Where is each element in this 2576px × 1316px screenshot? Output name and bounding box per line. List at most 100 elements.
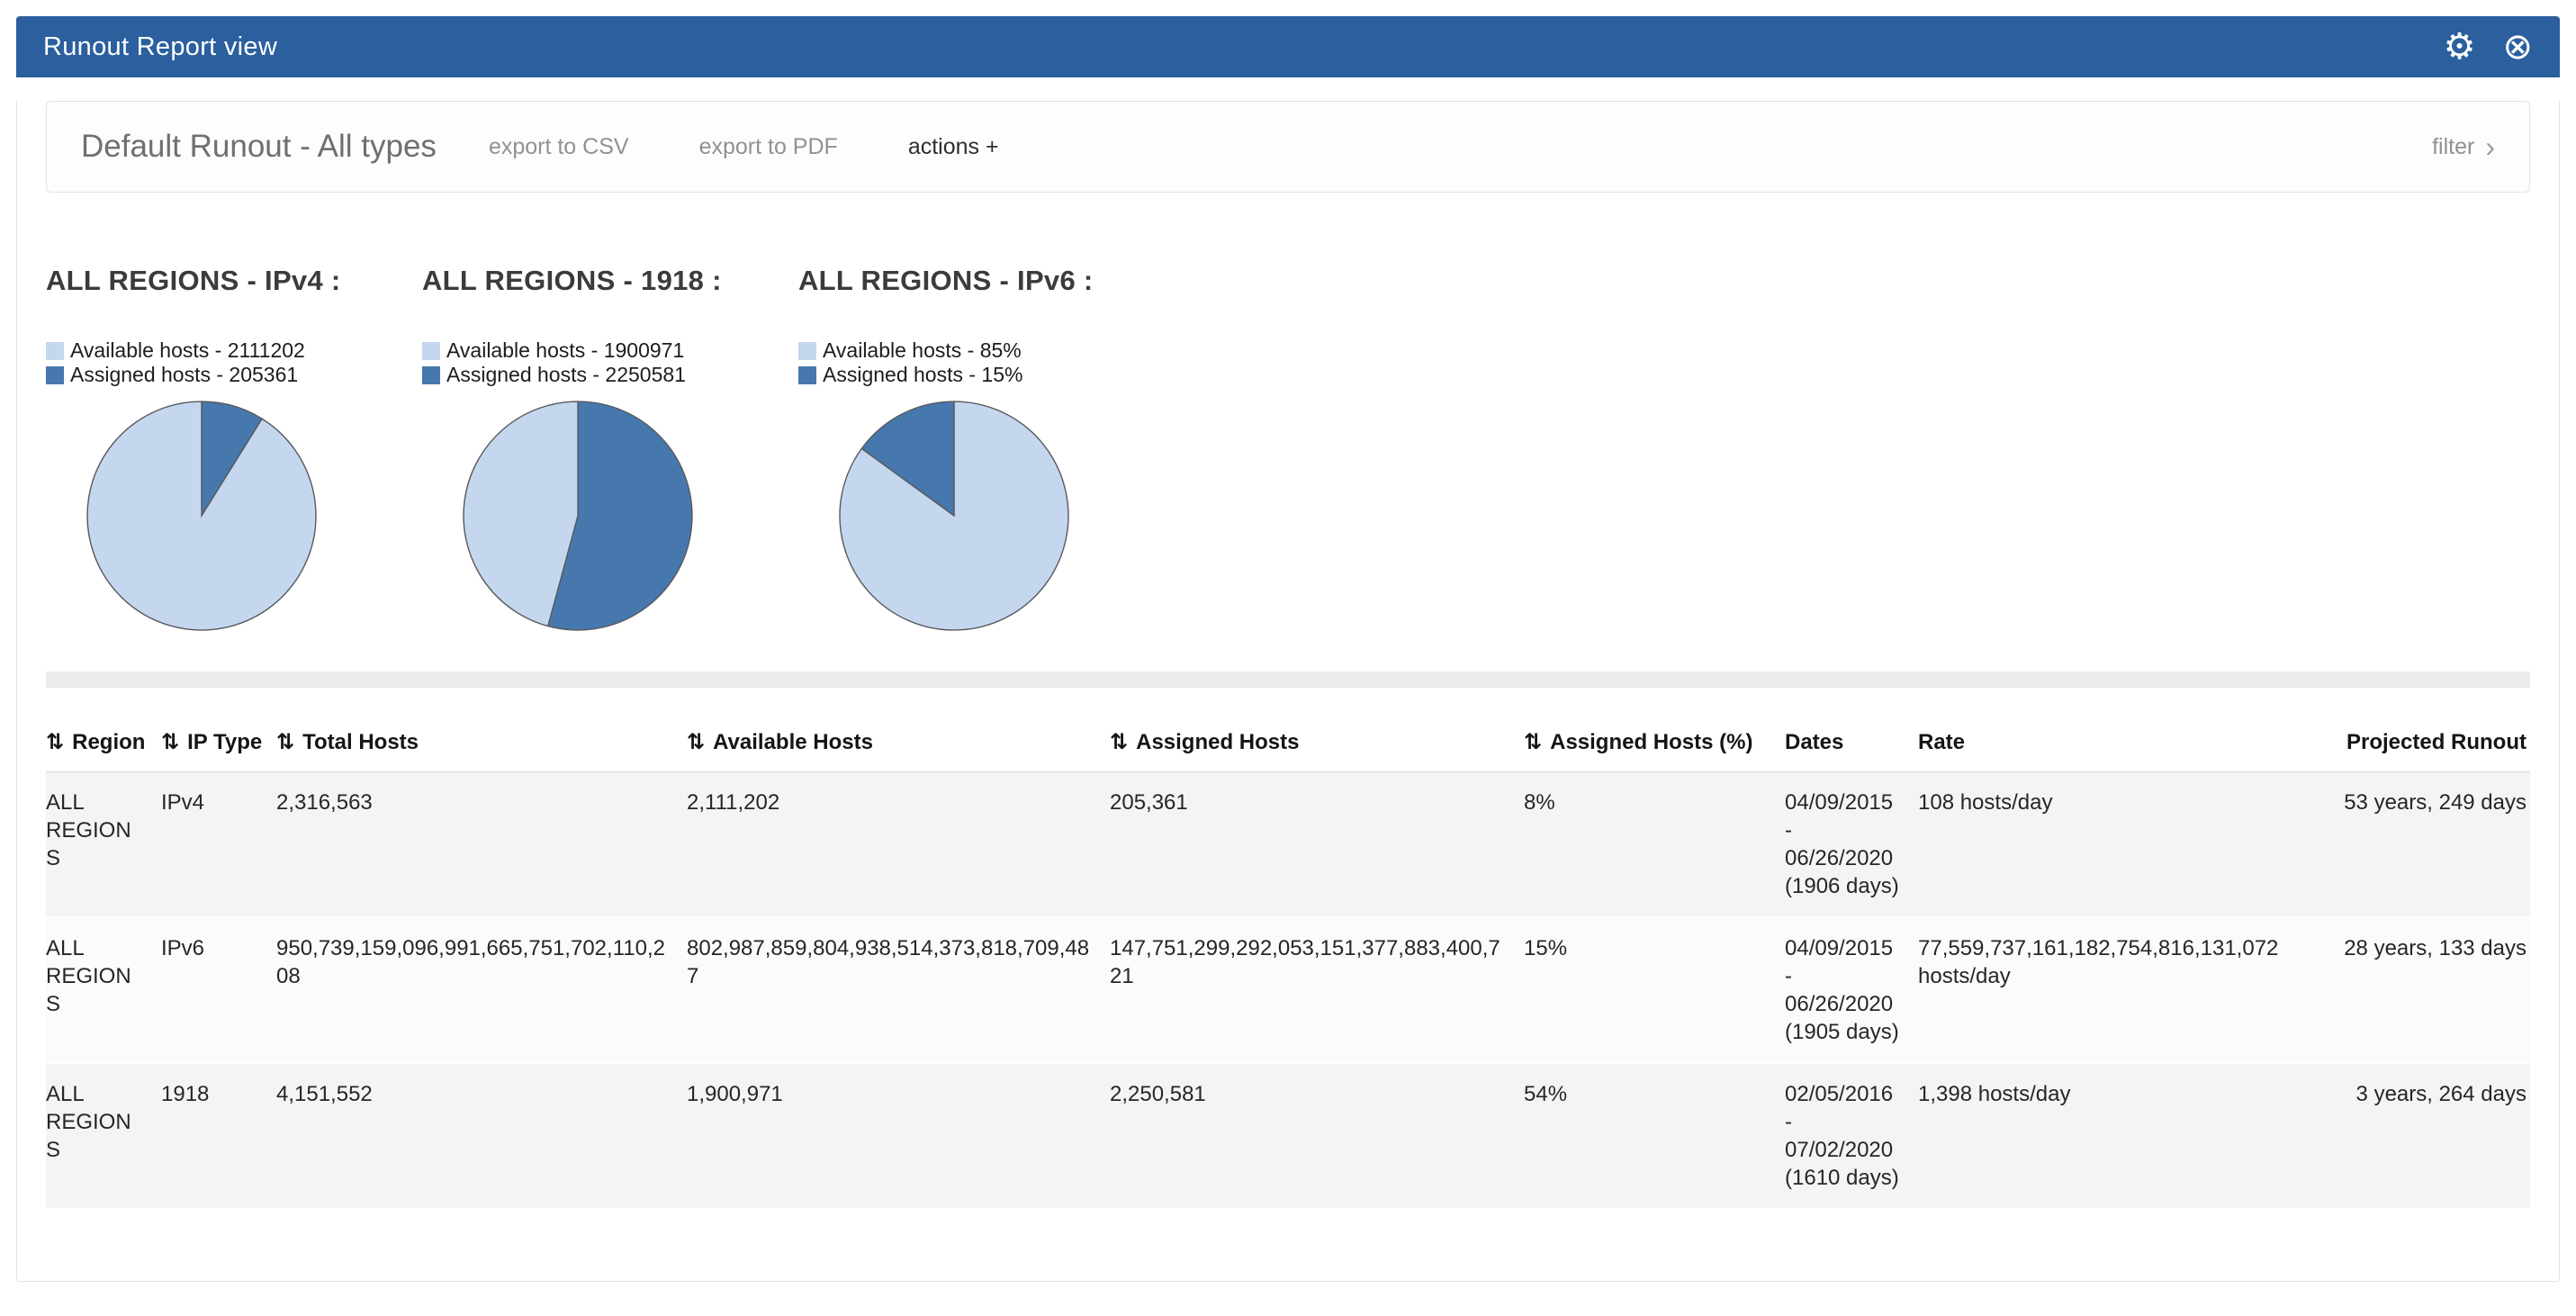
chart-title: ALL REGIONS - IPv4 : (46, 265, 341, 296)
column-label: Assigned Hosts (1136, 730, 1300, 754)
legend-item: Available hosts - 2111202 (46, 338, 422, 363)
column-header-dates: Dates (1785, 713, 1918, 772)
cell-assigned-hosts-pct: 15% (1524, 936, 1568, 960)
export-pdf-link[interactable]: export to PDF (698, 133, 838, 159)
actions-menu-button[interactable]: actions + (907, 133, 999, 159)
cell-available-hosts: 1,900,971 (687, 1082, 783, 1106)
report-name: Default Runout - All types (81, 129, 437, 164)
filter-button[interactable]: filter › (2432, 130, 2495, 163)
sort-icon[interactable]: ⇅ (1110, 729, 1129, 754)
chevron-right-icon: › (2485, 130, 2495, 163)
close-icon[interactable]: ⊗ (2502, 26, 2533, 68)
table-header-row: ⇅ Region ⇅ IP Type ⇅ Total Hosts ⇅ Available… (46, 713, 2530, 772)
sort-icon[interactable]: ⇅ (46, 729, 65, 754)
cell-total-hosts: 950,739,159,096,991,665,751,702,110,208 (276, 936, 665, 988)
cell-assigned-hosts: 2,250,581 (1110, 1082, 1206, 1106)
cell-projected-runout: 53 years, 249 days (2344, 790, 2526, 815)
cell-dates: 04/09/2015 - 06/26/2020 (1906 days) (1785, 790, 1899, 898)
legend-swatch-assigned (422, 365, 440, 384)
legend-swatch-assigned (798, 365, 816, 384)
pie-1918 (463, 401, 693, 631)
cell-projected-runout: 3 years, 264 days (2355, 1082, 2526, 1106)
legend-label: Available hosts - 2111202 (70, 338, 305, 362)
legend-swatch-available (46, 341, 64, 360)
legend-item: Available hosts - 85% (798, 338, 1175, 363)
legend-label: Available hosts - 85% (823, 338, 1022, 362)
cell-available-hosts: 2,111,202 (687, 790, 780, 815)
legend-label: Assigned hosts - 15% (823, 363, 1023, 386)
column-label: Dates (1785, 730, 1844, 754)
cell-available-hosts: 802,987,859,804,938,514,373,818,709,487 (687, 936, 1090, 988)
window-title: Runout Report view (43, 32, 278, 61)
legend-swatch-available (422, 341, 440, 360)
pie-chart-1918: ALL REGIONS - 1918 : Available hosts - 1… (422, 265, 798, 634)
legend-item: Available hosts - 1900971 (422, 338, 798, 363)
pie-ipv6 (839, 401, 1069, 631)
chart-title: ALL REGIONS - IPv6 : (798, 265, 1094, 296)
column-label: Rate (1918, 730, 1966, 754)
column-header-rate: Rate (1918, 713, 2314, 772)
cell-assigned-hosts-pct: 8% (1524, 790, 1555, 815)
pie-chart-ipv6: ALL REGIONS - IPv6 : Available hosts - 8… (798, 265, 1175, 634)
sort-icon[interactable]: ⇅ (276, 729, 295, 754)
column-label: Total Hosts (302, 730, 419, 754)
filter-label: filter (2432, 133, 2475, 159)
column-header-total-hosts[interactable]: ⇅ Total Hosts (276, 713, 687, 772)
legend-swatch-available (798, 341, 816, 360)
cell-region: ALL REGIONS (46, 936, 131, 1016)
column-header-assigned-hosts-pct[interactable]: ⇅ Assigned Hosts (%) (1524, 713, 1785, 772)
legend-label: Assigned hosts - 2250581 (446, 363, 686, 386)
column-header-assigned-hosts[interactable]: ⇅ Assigned Hosts (1110, 713, 1524, 772)
window-body: Default Runout - All types export to CSV… (16, 101, 2560, 1282)
sort-icon[interactable]: ⇅ (1524, 729, 1543, 754)
charts-table-divider (46, 672, 2530, 688)
chart-title: ALL REGIONS - 1918 : (422, 265, 722, 296)
cell-ip-type: 1918 (161, 1082, 210, 1106)
cell-rate: 108 hosts/day (1918, 790, 2053, 815)
cell-dates: 02/05/2016 - 07/02/2020 (1610 days) (1785, 1082, 1899, 1190)
column-label: Assigned Hosts (%) (1550, 730, 1753, 754)
cell-assigned-hosts: 205,361 (1110, 790, 1188, 815)
sort-icon[interactable]: ⇅ (687, 729, 706, 754)
column-header-projected-runout: Projected Runout (2314, 713, 2530, 772)
sort-icon[interactable]: ⇅ (161, 729, 180, 754)
cell-assigned-hosts: 147,751,299,292,053,151,377,883,400,721 (1110, 936, 1500, 988)
legend-label: Available hosts - 1900971 (446, 338, 685, 362)
cell-ip-type: IPv4 (161, 790, 205, 815)
table-row-ipv4: ALL REGIONS IPv4 2,316,563 2,111,202 205… (46, 771, 2530, 917)
pie-ipv4 (86, 401, 317, 631)
runout-report-window: Runout Report view ⚙ ⊗ Default Runout - … (16, 16, 2560, 1282)
cell-total-hosts: 4,151,552 (276, 1082, 373, 1106)
settings-gear-icon[interactable]: ⚙ (2443, 26, 2476, 68)
cell-region: ALL REGIONS (46, 790, 131, 870)
legend-label: Assigned hosts - 205361 (70, 363, 299, 386)
charts-section: ALL REGIONS - IPv4 : Available hosts - 2… (46, 193, 2530, 634)
table-row-1918: ALL REGIONS 1918 4,151,552 1,900,971 2,2… (46, 1063, 2530, 1209)
column-header-ip-type[interactable]: ⇅ IP Type (161, 713, 276, 772)
titlebar-icons: ⚙ ⊗ (2444, 29, 2533, 65)
cell-ip-type: IPv6 (161, 936, 205, 960)
cell-region: ALL REGIONS (46, 1082, 131, 1162)
column-label: IP Type (187, 730, 263, 754)
chart-legend: Available hosts - 85% Assigned hosts - 1… (798, 338, 1175, 387)
column-label: Available Hosts (713, 730, 873, 754)
legend-item: Assigned hosts - 205361 (46, 363, 422, 387)
column-header-region[interactable]: ⇅ Region (46, 713, 161, 772)
cell-rate: 1,398 hosts/day (1918, 1082, 2071, 1106)
legend-swatch-assigned (46, 365, 64, 384)
toolbar: Default Runout - All types export to CSV… (46, 101, 2530, 193)
column-label: Region (72, 730, 146, 754)
cell-rate: 77,559,737,161,182,754,816,131,072 hosts… (1918, 936, 2279, 988)
column-label: Projected Runout (2346, 730, 2526, 754)
legend-item: Assigned hosts - 15% (798, 363, 1175, 387)
table-row-ipv6: ALL REGIONS IPv6 950,739,159,096,991,665… (46, 917, 2530, 1063)
column-header-available-hosts[interactable]: ⇅ Available Hosts (687, 713, 1110, 772)
titlebar: Runout Report view ⚙ ⊗ (16, 16, 2560, 77)
cell-total-hosts: 2,316,563 (276, 790, 373, 815)
chart-legend: Available hosts - 2111202 Assigned hosts… (46, 338, 422, 387)
pie-chart-ipv4: ALL REGIONS - IPv4 : Available hosts - 2… (46, 265, 422, 634)
runout-table: ⇅ Region ⇅ IP Type ⇅ Total Hosts ⇅ Available… (46, 713, 2530, 1210)
chart-legend: Available hosts - 1900971 Assigned hosts… (422, 338, 798, 387)
export-csv-link[interactable]: export to CSV (488, 133, 629, 159)
cell-projected-runout: 28 years, 133 days (2344, 936, 2526, 960)
